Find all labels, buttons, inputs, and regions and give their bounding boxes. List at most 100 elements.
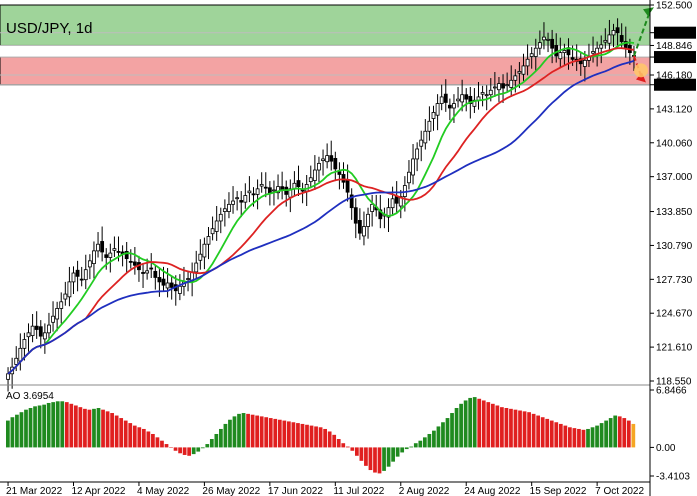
ao-bar xyxy=(495,405,500,448)
ao-bar xyxy=(51,402,56,448)
ao-bar xyxy=(287,421,291,448)
ao-bar xyxy=(522,411,527,448)
ao-layer xyxy=(0,384,650,474)
ao-bar xyxy=(631,423,636,448)
ao-bar xyxy=(327,431,332,448)
candle-body xyxy=(558,52,563,60)
ao-bar xyxy=(513,409,518,448)
y-tick-label: 146.180 xyxy=(656,70,693,81)
candle-body xyxy=(18,347,23,362)
ao-bar xyxy=(37,405,42,448)
ao-bar xyxy=(282,420,287,448)
ao-bar xyxy=(60,401,65,448)
candle-body xyxy=(447,104,452,109)
ma-line-40 xyxy=(7,60,635,375)
candle-body xyxy=(38,326,43,337)
candle-body xyxy=(513,75,518,81)
candle-body xyxy=(51,315,55,323)
ao-bar xyxy=(187,447,192,456)
candle-body xyxy=(104,254,109,258)
y-tick-label: 124.670 xyxy=(656,309,693,320)
candle-body xyxy=(480,92,485,95)
candle-body xyxy=(599,44,604,49)
ao-tick-label: 0.00 xyxy=(656,443,676,454)
x-tick-label: 24 Aug 2022 xyxy=(464,486,521,496)
candle-body xyxy=(591,51,595,54)
candle-body xyxy=(615,27,620,34)
chart-title: USD/JPY, 1d xyxy=(6,20,92,37)
candle-body xyxy=(165,282,170,289)
candle-body xyxy=(92,250,96,265)
ao-bar xyxy=(459,403,463,448)
x-tick-label: 21 Mar 2022 xyxy=(6,486,63,496)
candle-body xyxy=(214,220,219,232)
candle-body xyxy=(345,179,350,193)
y-tick-label: 140.060 xyxy=(656,138,693,149)
candle-body xyxy=(333,157,338,170)
candle-body xyxy=(210,228,215,235)
ao-bar xyxy=(599,423,604,448)
candle-body xyxy=(460,94,465,103)
candle-body xyxy=(247,190,252,194)
x-tick-label: 2 Aug 2022 xyxy=(399,486,450,496)
ao-bar xyxy=(413,443,418,448)
candle-body xyxy=(222,208,227,212)
y-tick-badge xyxy=(654,26,696,39)
x-tick-label: 7 Oct 2022 xyxy=(595,486,644,496)
candle-body xyxy=(218,213,223,222)
x-tick-label: 11 Jul 2022 xyxy=(333,486,384,496)
candle-body xyxy=(231,200,235,205)
y-tick-label: 143.120 xyxy=(656,104,693,115)
candle-body xyxy=(75,269,80,277)
ao-bar xyxy=(558,423,563,448)
candle-body xyxy=(533,47,538,57)
candle-body xyxy=(435,103,440,116)
x-tick-label: 12 Apr 2022 xyxy=(72,486,126,496)
ao-bar xyxy=(450,413,454,448)
y-tick-badge xyxy=(654,51,696,64)
candle-body xyxy=(407,171,411,184)
candle-body xyxy=(169,282,174,288)
candle-body xyxy=(562,50,567,54)
y-tick-label: 118.550 xyxy=(656,377,692,388)
y-tick-label: 152.500 xyxy=(656,1,693,12)
candle-body xyxy=(83,269,88,281)
candle-body xyxy=(63,293,68,300)
candle-body xyxy=(263,186,268,189)
ma-line-20 xyxy=(7,47,635,375)
ao-bar xyxy=(377,447,382,474)
candle-body xyxy=(423,130,428,144)
candle-body xyxy=(30,325,35,336)
candle-body xyxy=(194,262,199,273)
ao-bar xyxy=(119,418,124,448)
ao-bar xyxy=(604,420,609,448)
ao-bar xyxy=(191,447,196,455)
candle-body xyxy=(259,184,264,187)
ao-bar xyxy=(477,398,482,448)
candle-body xyxy=(141,272,145,274)
ao-bar xyxy=(151,433,155,448)
ao-bar xyxy=(296,423,300,448)
ao-bar xyxy=(350,447,355,451)
candle-body xyxy=(177,285,182,294)
candle-body xyxy=(79,278,84,281)
ao-bar xyxy=(386,447,391,467)
candle-body xyxy=(153,270,158,278)
ao-bar xyxy=(472,397,477,448)
ao-bar xyxy=(404,447,409,450)
ma-line-10 xyxy=(7,41,635,375)
ao-bar xyxy=(10,417,15,448)
candle-body xyxy=(321,158,325,162)
y-tick-label: 127.730 xyxy=(656,275,693,286)
candle-body xyxy=(415,148,420,160)
candle-body xyxy=(603,40,608,43)
candle-body xyxy=(108,252,113,258)
ao-bar xyxy=(219,428,223,448)
ao-bar xyxy=(277,419,282,448)
ao-bar xyxy=(164,444,169,448)
ao-bar xyxy=(595,425,599,448)
candle-body xyxy=(611,30,616,36)
candle-body xyxy=(525,58,530,67)
